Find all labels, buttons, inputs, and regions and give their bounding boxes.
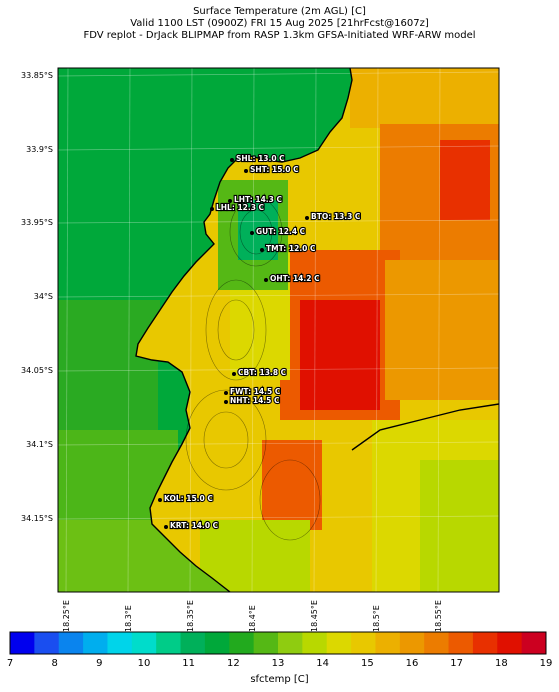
latitude-label: 34.1°S bbox=[26, 440, 53, 449]
station-marker bbox=[164, 525, 168, 529]
colorbar bbox=[9, 631, 547, 655]
station-label: GUT: 12.4 C bbox=[256, 227, 306, 236]
colorbar-swatch bbox=[424, 632, 450, 654]
colorbar-tick-label: 19 bbox=[539, 658, 553, 669]
colorbar-frame bbox=[9, 631, 547, 655]
station-marker bbox=[224, 391, 228, 395]
table-mountain-cool bbox=[238, 200, 278, 260]
station-label: SHT: 15.0 C bbox=[250, 165, 299, 174]
longitude-label: 18.3°E bbox=[124, 605, 133, 632]
map-source: FDV replot - DrJack BLIPMAP from RASP 1.… bbox=[83, 30, 476, 41]
plot-frame bbox=[57, 67, 500, 593]
station-marker bbox=[264, 278, 268, 282]
colorbar-swatch bbox=[351, 632, 376, 654]
colorbar-swatch bbox=[399, 632, 425, 654]
station-label: OHT: 14.2 C bbox=[270, 274, 320, 283]
land-se-cool bbox=[420, 460, 499, 592]
graticule bbox=[58, 68, 499, 592]
station-label: SHL: 13.0 C bbox=[236, 154, 285, 163]
colorbar-tick-label: 9 bbox=[96, 658, 103, 669]
station-label: TMT: 12.0 C bbox=[266, 244, 316, 253]
station-marker bbox=[232, 372, 236, 376]
longitude-label: 18.55°E bbox=[434, 600, 443, 632]
colorbar-tick-label: 10 bbox=[137, 658, 151, 669]
colorbar-tick-label: 15 bbox=[360, 658, 374, 669]
station-marker bbox=[210, 207, 214, 211]
station-marker bbox=[305, 216, 309, 220]
colorbar-tick-label: 7 bbox=[6, 658, 14, 669]
longitude-label: 18.4°E bbox=[248, 605, 257, 632]
land-central-hot bbox=[300, 300, 380, 410]
colorbar-swatch bbox=[229, 632, 255, 654]
colorbar-swatch bbox=[326, 632, 352, 654]
longitude-label: 18.5°E bbox=[372, 605, 381, 632]
colorbar-swatch bbox=[107, 632, 133, 654]
colorbar-swatch bbox=[131, 632, 157, 654]
station-marker bbox=[228, 199, 232, 203]
colorbar-swatch bbox=[497, 632, 523, 654]
colorbar-swatch bbox=[253, 632, 279, 654]
map-title: Surface Temperature (2m AGL) [C] bbox=[193, 6, 366, 17]
colorbar-label: sfctemp [C] bbox=[250, 674, 309, 685]
longitude-label: 18.35°E bbox=[186, 600, 195, 632]
colorbar-tick-label: 11 bbox=[182, 658, 196, 669]
station-marker bbox=[244, 169, 248, 173]
colorbar-tick-label: 13 bbox=[271, 658, 285, 669]
colorbar-swatch bbox=[278, 632, 303, 654]
station-marker bbox=[250, 231, 254, 235]
colorbar-swatch bbox=[34, 632, 60, 654]
station-label: LHT: 14.3 C bbox=[234, 195, 282, 204]
colorbar-tick-label: 12 bbox=[226, 658, 240, 669]
map-valid-time: Valid 1100 LST (0900Z) FRI 15 Aug 2025 [… bbox=[130, 18, 429, 29]
latitude-label: 33.9°S bbox=[26, 145, 53, 154]
colorbar-swatch bbox=[204, 632, 230, 654]
coastline bbox=[135, 68, 353, 592]
colorbar-swatch bbox=[156, 632, 182, 654]
station-label: KOL: 15.0 C bbox=[164, 494, 213, 503]
longitude-label: 18.45°E bbox=[310, 600, 319, 632]
colorbar-swatch bbox=[180, 632, 206, 654]
station-marker bbox=[158, 498, 162, 502]
latitude-label: 34.15°S bbox=[21, 514, 53, 523]
station-marker bbox=[230, 158, 234, 162]
colorbar-tick-label: 8 bbox=[51, 658, 58, 669]
station-label: KRT: 14.0 C bbox=[170, 521, 219, 530]
colorbar-tick-label: 18 bbox=[494, 658, 508, 669]
land-south-warm bbox=[262, 440, 322, 530]
land-east-hot bbox=[440, 140, 490, 220]
land-east-mid bbox=[385, 260, 499, 400]
latitude-label: 33.95°S bbox=[21, 218, 53, 227]
colorbar-swatch bbox=[448, 632, 474, 654]
latitude-label: 34.05°S bbox=[21, 366, 53, 375]
station-label: LHL: 12.3 C bbox=[216, 203, 265, 212]
longitude-label: 18.25°E bbox=[62, 600, 71, 632]
colorbar-swatch bbox=[83, 632, 108, 654]
colorbar-swatch bbox=[302, 632, 328, 654]
station-marker bbox=[224, 400, 228, 404]
colorbar-swatch bbox=[472, 632, 498, 654]
colorbar-swatch bbox=[10, 632, 35, 654]
latitude-label: 34°S bbox=[33, 292, 53, 301]
station-marker bbox=[260, 248, 264, 252]
station-label: NHT: 14.5 C bbox=[230, 396, 280, 405]
colorbar-tick-label: 16 bbox=[405, 658, 419, 669]
colorbar-tick-label: 17 bbox=[450, 658, 464, 669]
colorbar-tick-label: 14 bbox=[316, 658, 330, 669]
land-s bbox=[200, 520, 310, 592]
colorbar-swatch bbox=[521, 632, 547, 654]
station-label: CBT: 13.8 C bbox=[238, 368, 287, 377]
colorbar-swatch bbox=[58, 632, 84, 654]
land-ne bbox=[350, 68, 499, 128]
station-label: BTO: 13.3 C bbox=[311, 212, 361, 221]
terrain-contours bbox=[185, 197, 321, 541]
boundary-line bbox=[351, 403, 499, 451]
station-label: FWT: 14.5 C bbox=[230, 387, 281, 396]
latitude-label: 33.85°S bbox=[21, 71, 53, 80]
colorbar-swatch bbox=[375, 632, 401, 654]
